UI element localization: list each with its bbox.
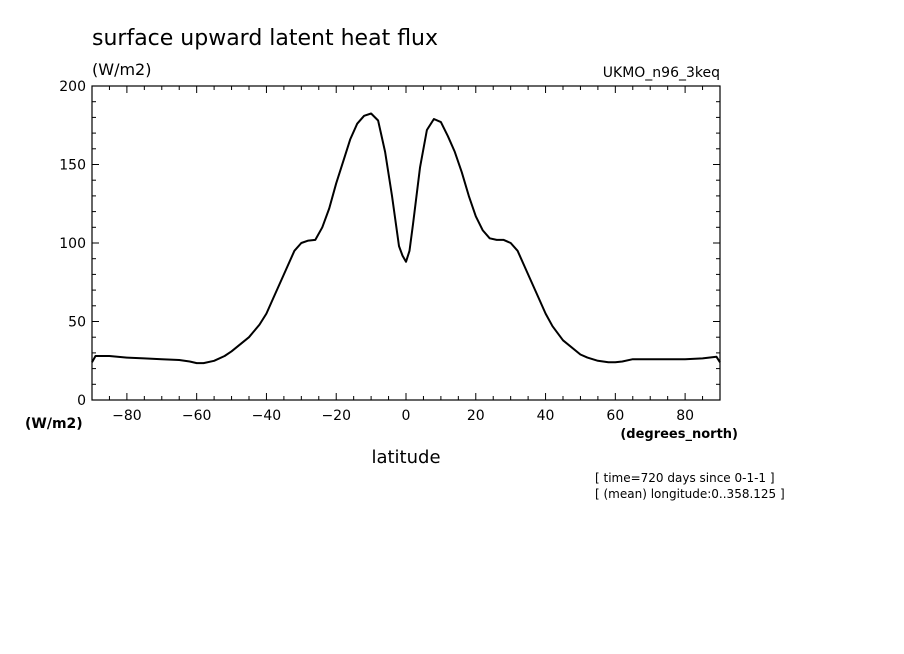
y-tick-label: 150 xyxy=(59,158,86,174)
y-axis-units-bottom: (W/m2) xyxy=(25,416,83,432)
x-tick-label: −80 xyxy=(112,408,142,424)
x-axis: −80 −60 −40 −20 0 20 40 60 80 xyxy=(91,86,721,424)
time-note: [ time=720 days since 0-1-1 ] xyxy=(595,471,775,485)
x-axis-units: (degrees_north) xyxy=(620,427,738,442)
x-tick-label: −60 xyxy=(182,408,212,424)
y-axis-units-top: (W/m2) xyxy=(92,60,151,79)
longitude-note: [ (mean) longitude:0..358.125 ] xyxy=(595,487,785,501)
x-tick-label: 60 xyxy=(606,408,624,424)
x-tick-label: 40 xyxy=(537,408,555,424)
series-line xyxy=(91,112,721,365)
y-tick-label: 0 xyxy=(77,393,86,409)
y-tick-label: 100 xyxy=(59,236,86,252)
plot-area: −80 −60 −40 −20 0 20 40 60 80 0 50 100 150 200 xyxy=(59,79,721,424)
x-tick-label: 80 xyxy=(676,408,694,424)
chart-title: surface upward latent heat flux xyxy=(92,26,438,51)
x-tick-label: 0 xyxy=(402,408,411,424)
dataset-label: UKMO_n96_3keq xyxy=(603,65,720,81)
y-axis: 0 50 100 150 200 xyxy=(59,79,720,409)
x-tick-label: −20 xyxy=(321,408,351,424)
x-tick-label: 20 xyxy=(467,408,485,424)
x-axis-title: latitude xyxy=(371,447,440,468)
y-tick-label: 50 xyxy=(68,315,86,331)
x-tick-label: −40 xyxy=(252,408,282,424)
y-tick-label: 200 xyxy=(59,79,86,95)
